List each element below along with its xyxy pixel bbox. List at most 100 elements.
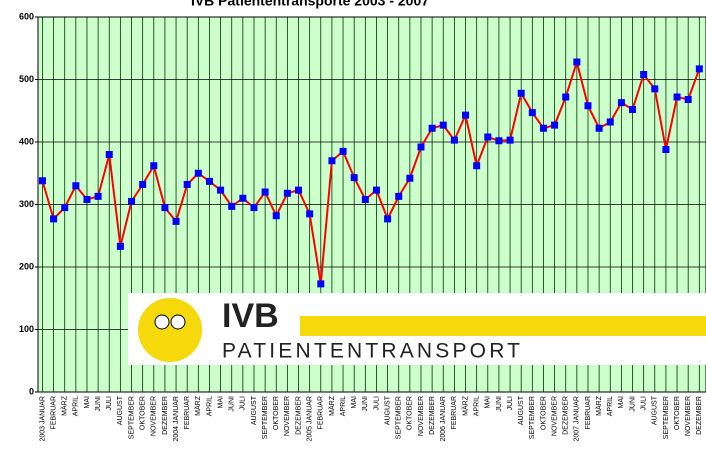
- x-tick-label: AUGUST: [251, 395, 258, 425]
- x-tick-label: FEBRUAR: [451, 396, 458, 429]
- y-tick-label: 200: [19, 261, 34, 271]
- x-tick-label: JULI: [106, 396, 113, 410]
- x-tick-label: OKTOBER: [540, 396, 547, 430]
- x-tick-label: MAI: [217, 396, 224, 409]
- data-point: [695, 65, 703, 73]
- y-tick-label: 0: [29, 386, 34, 396]
- data-point: [38, 177, 46, 185]
- x-tick-label: JUNI: [229, 396, 236, 412]
- x-tick-label: MAI: [84, 396, 91, 409]
- logo: IVB PATIENTENTRANSPORT: [128, 293, 706, 365]
- data-point: [250, 204, 258, 212]
- x-tick-label: JUNI: [362, 396, 369, 412]
- x-tick-label: DEZEMBER: [162, 396, 169, 435]
- data-point: [72, 182, 80, 190]
- x-tick-label: MÄRZ: [194, 395, 202, 416]
- x-tick-label: OKTOBER: [674, 396, 681, 430]
- data-point: [450, 136, 458, 144]
- x-tick-label: OKTOBER: [407, 396, 414, 430]
- x-tick-label: JULI: [373, 396, 380, 410]
- data-point: [295, 186, 303, 194]
- x-tick-label: FEBRUAR: [184, 396, 191, 429]
- logo-stripe: [300, 316, 706, 336]
- data-point: [439, 121, 447, 129]
- data-point: [339, 147, 347, 155]
- data-point: [617, 99, 625, 107]
- data-point: [283, 189, 291, 197]
- x-tick-label: JULI: [640, 396, 647, 410]
- data-point: [573, 58, 581, 66]
- logo-eye: [154, 314, 170, 330]
- y-tick-label: 500: [19, 74, 34, 84]
- x-tick-label: 2004 JANUAR: [173, 396, 180, 442]
- data-point: [662, 146, 670, 153]
- x-tick-label: OKTOBER: [273, 396, 280, 430]
- x-tick-label: NOVEMBER: [151, 396, 158, 436]
- x-tick-label: NOVEMBER: [418, 396, 425, 436]
- x-tick-label: 2005 JANUAR: [306, 396, 313, 442]
- x-tick-label: APRIL: [340, 396, 347, 416]
- x-tick-label: AUGUST: [652, 395, 659, 425]
- x-tick-label: DEZEMBER: [696, 396, 703, 435]
- x-tick-label: 2007 JANUAR: [574, 396, 581, 442]
- x-tick-label: SEPTEMBER: [529, 396, 536, 439]
- data-point: [94, 192, 102, 200]
- x-tick-label: MÄRZ: [328, 395, 336, 416]
- logo-eye: [170, 314, 186, 330]
- x-tick-label: MAI: [351, 396, 358, 409]
- y-tick-label: 300: [19, 199, 34, 209]
- x-tick-label: MAI: [485, 396, 492, 409]
- x-tick-label: FEBRUAR: [585, 396, 592, 429]
- data-point: [83, 196, 91, 203]
- data-point: [562, 93, 570, 101]
- data-point: [261, 188, 269, 196]
- x-tick-label: APRIL: [73, 396, 80, 416]
- x-tick-label: SEPTEMBER: [663, 396, 670, 439]
- x-tick-label: MÄRZ: [61, 395, 69, 416]
- y-tick-label: 400: [19, 136, 34, 146]
- data-point: [183, 181, 191, 188]
- x-tick-label: DEZEMBER: [429, 396, 436, 435]
- data-point: [584, 102, 592, 110]
- data-point: [606, 118, 614, 126]
- data-point: [228, 202, 236, 210]
- data-point: [361, 196, 369, 203]
- data-point: [539, 124, 547, 132]
- x-tick-label: JUNI: [95, 396, 102, 412]
- y-tick-label: 600: [19, 11, 34, 21]
- x-tick-label: 2006 JANUAR: [440, 396, 447, 442]
- chart-title: IVB Patiententransporte 2003 - 2007: [191, 0, 429, 9]
- x-tick-label: JULI: [240, 396, 247, 410]
- data-point: [372, 186, 380, 194]
- data-point: [161, 204, 169, 212]
- data-point: [462, 111, 470, 119]
- logo-subtitle: PATIENTENTRANSPORT: [222, 340, 520, 363]
- data-point: [128, 197, 136, 205]
- x-tick-label: FEBRUAR: [318, 396, 325, 429]
- data-point: [384, 215, 392, 223]
- data-point: [217, 186, 225, 194]
- x-tick-label: DEZEMBER: [563, 396, 570, 435]
- data-point: [317, 280, 325, 288]
- data-point: [528, 109, 536, 117]
- logo-mascot: [138, 298, 202, 362]
- data-point: [239, 194, 247, 202]
- data-point: [640, 71, 648, 78]
- data-point: [350, 174, 358, 182]
- x-tick-label: AUGUST: [117, 395, 124, 425]
- x-tick-label: AUGUST: [384, 395, 391, 425]
- x-tick-label: APRIL: [607, 396, 614, 416]
- x-tick-label: JUNI: [629, 396, 636, 412]
- data-point: [406, 174, 414, 182]
- data-point: [194, 169, 202, 177]
- data-point: [495, 137, 503, 145]
- data-point: [328, 157, 336, 165]
- data-point: [651, 85, 659, 93]
- data-point: [595, 124, 603, 132]
- x-tick-label: MAI: [618, 396, 625, 409]
- data-point: [61, 204, 69, 212]
- x-tick-label: MÄRZ: [595, 395, 603, 416]
- data-point: [551, 121, 559, 129]
- y-tick-label: 100: [19, 324, 34, 334]
